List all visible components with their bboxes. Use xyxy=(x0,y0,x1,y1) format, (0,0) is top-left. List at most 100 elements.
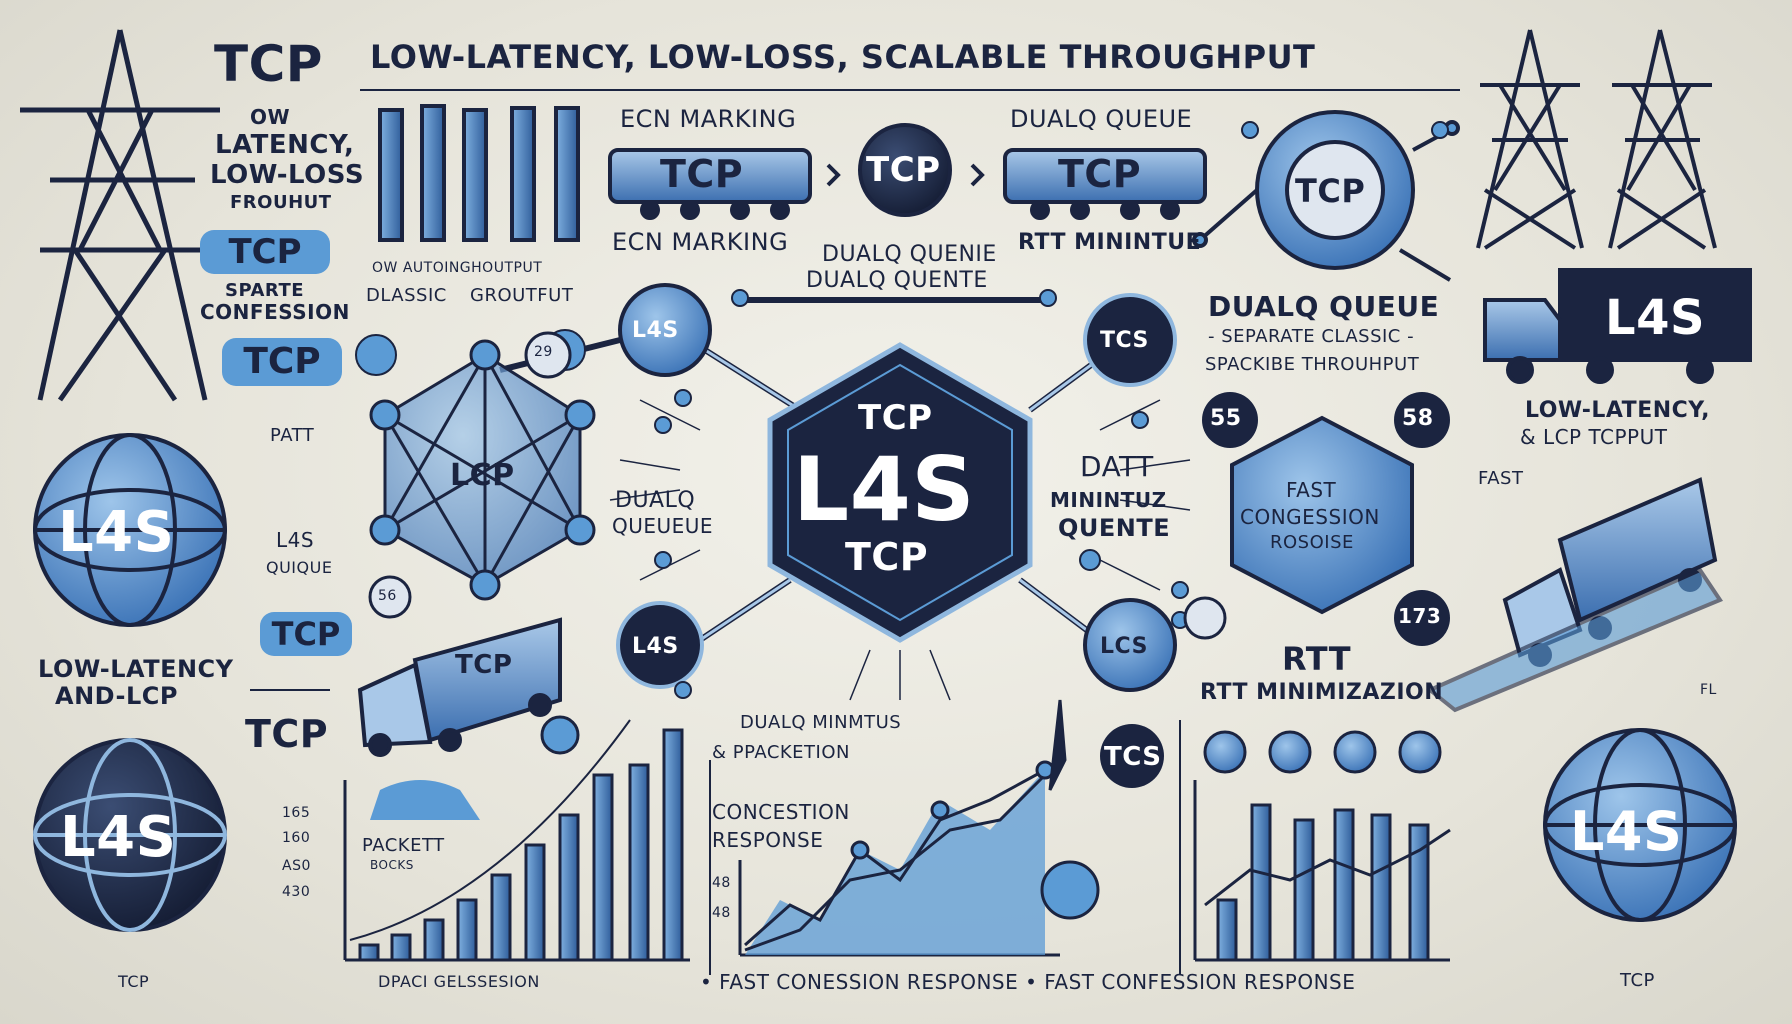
ecn-marking-top: ECN MARKING xyxy=(620,105,797,133)
bottom-tcp-label: TCP xyxy=(245,712,329,756)
fast-congession-3: ROSOISE xyxy=(1270,532,1354,553)
badge-icon-small-2 xyxy=(540,715,580,755)
tick-2: 160 xyxy=(282,830,311,846)
header-title: LOW-LATENCY, LOW-LOSS, SCALABLE THROUGHP… xyxy=(370,38,1316,76)
globe-icon-left-bottom xyxy=(33,738,227,932)
badge-55-icon xyxy=(1202,392,1258,448)
rtt-label: RTT xyxy=(1282,640,1352,678)
right-separate-classic: - SEPARATE CLASSIC - xyxy=(1208,326,1415,347)
globe-icon-right-bottom xyxy=(1543,728,1737,922)
left-frouhut: FROUHUT xyxy=(230,192,332,213)
concession-label: CONCESTION xyxy=(712,800,850,824)
bar-chart-right xyxy=(1193,730,1451,962)
fast-congession-hexagon xyxy=(1230,415,1414,615)
power-pylon-icon-left xyxy=(20,29,220,402)
left-latency: LATENCY, xyxy=(215,130,355,160)
right-lcp-tcpput: & LCP TCPPUT xyxy=(1520,425,1668,449)
power-pylon-icon-right-1 xyxy=(1476,29,1584,250)
minintuz-label: MININTUZ xyxy=(1050,488,1167,512)
left-and-lcp: AND-LCP xyxy=(55,682,178,710)
globe-l4s-label-2: L4S xyxy=(60,805,177,870)
rtt-minimization: RTT MINIMIZAZION xyxy=(1200,680,1444,705)
badge-173-icon xyxy=(1394,590,1450,646)
queueue-label: QUEUEUE xyxy=(612,514,714,538)
truck-icon-right-mid xyxy=(1426,477,1724,713)
dpaci-label: DPACI GELSSESION xyxy=(378,972,540,991)
node-top-right-label: TCS xyxy=(1100,328,1149,353)
right-footer-tcp: TCP xyxy=(1620,970,1655,991)
right-low-latency: LOW-LATENCY, xyxy=(1525,398,1710,423)
node-lcs-bottom-right xyxy=(1083,598,1177,692)
right-fast-small: FAST xyxy=(1478,468,1524,489)
dualq-label: DUALQ xyxy=(615,488,696,513)
right-scalable-throughput: SPACKIBE THROUHPUT xyxy=(1205,354,1420,375)
tcs-badge: TCS xyxy=(1104,742,1162,772)
burst-lines xyxy=(609,399,1191,701)
datt-label: DATT xyxy=(1080,450,1154,483)
globe-l4s-label: L4S xyxy=(58,500,175,565)
grouhut: GROUTFUT xyxy=(470,285,574,306)
tick-4: 430 xyxy=(282,884,311,900)
right-fl: FL xyxy=(1700,682,1717,698)
dualq-quente: DUALQ QUENTE xyxy=(806,268,988,293)
rail-car-tcp-2: TCP xyxy=(1058,152,1142,196)
rail-car-icon-2 xyxy=(1003,148,1207,220)
badge-icon-chart xyxy=(1040,860,1100,920)
packetion-label: & PPACKETION xyxy=(712,742,850,763)
right-globe-l4s: L4S xyxy=(1570,800,1683,863)
response-label: RESPONSE xyxy=(712,828,824,852)
badge-58-icon xyxy=(1394,392,1450,448)
left-low-loss: LOW-LOSS xyxy=(210,160,365,190)
node-top-left-label: L4S xyxy=(632,318,679,343)
fast-congession-1: FAST xyxy=(1286,478,1337,502)
truck-l4s-label: L4S xyxy=(1605,290,1706,346)
right-dualq-queue: DUALQ QUEUE xyxy=(1208,290,1440,323)
tcp-circle-icon xyxy=(858,123,952,217)
bocks-label: BOCKS xyxy=(370,858,414,872)
packett-label: PACKETT xyxy=(362,835,445,856)
fast-response-footer: • FAST CONESSION RESPONSE • FAST CONFESS… xyxy=(700,970,1356,994)
battery-bars-icon xyxy=(378,104,580,242)
dualq-quenie: DUALQ QUENIE xyxy=(822,242,997,267)
badge-29: 29 xyxy=(534,344,553,360)
node-bottom-left-label: L4S xyxy=(632,634,679,659)
truck-icon-left xyxy=(357,617,562,757)
tick-1: 165 xyxy=(282,805,311,821)
tcp-pill-2: TCP xyxy=(222,338,342,386)
circle-tcp-label: TCP xyxy=(866,150,941,190)
tick-a: 48 xyxy=(712,875,731,891)
power-pylon-icon-right-2 xyxy=(1608,29,1717,250)
left-low-latency: LOW-LATENCY xyxy=(38,655,234,683)
l4s-small-label: L4S xyxy=(276,528,315,552)
fast-congession-2: CONGESSION xyxy=(1240,505,1380,529)
ow-classic: OW AUTOINGHOUTPUT xyxy=(372,260,543,276)
dualq-queue-top: DUALQ QUEUE xyxy=(1010,105,1193,133)
badge-56: 56 xyxy=(378,588,397,604)
hub-tcp-bottom: TCP xyxy=(845,535,929,579)
node-tcs-top-right xyxy=(1083,293,1177,387)
hub-l4s: L4S xyxy=(793,438,976,541)
rail-car-tcp-1: TCP xyxy=(660,152,744,196)
rail-car-icon-1 xyxy=(608,148,812,220)
bottom-tcp-pill: TCP xyxy=(260,612,352,656)
truck-icon-right xyxy=(1483,268,1752,384)
patt-label: PATT xyxy=(270,425,315,446)
ecn-marking-bottom: ECN MARKING xyxy=(612,228,789,256)
left-footer-tcp: TCP xyxy=(118,972,150,991)
tcp-pill-1: TCP xyxy=(200,230,330,274)
network-lcp-label: LCP xyxy=(450,458,515,493)
l4s-hexagon xyxy=(767,342,1033,643)
truck-tcp-label: TCP xyxy=(455,650,513,680)
line-chart-middle xyxy=(738,699,1067,957)
l4s-hexagon-inner xyxy=(787,363,1013,622)
tick-3: AS0 xyxy=(282,858,311,874)
bar-chart-left xyxy=(343,719,690,962)
badge-icon-small xyxy=(1183,596,1227,640)
right-circle-tcp: TCP xyxy=(1295,172,1366,210)
tcs-badge-icon xyxy=(1100,724,1164,788)
globe-icon-left-top xyxy=(33,433,227,627)
dlassic: DLASSIC xyxy=(366,285,447,306)
left-ow: OW xyxy=(250,105,291,129)
